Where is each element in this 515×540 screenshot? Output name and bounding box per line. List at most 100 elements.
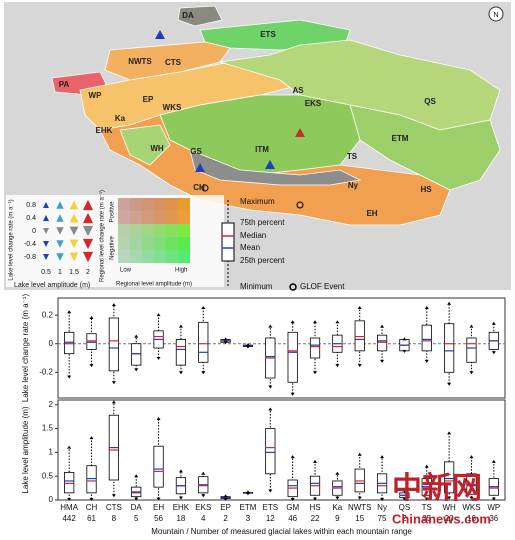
count-label: 36 bbox=[489, 514, 498, 523]
legend-swatch bbox=[154, 250, 166, 263]
min-marker bbox=[335, 496, 340, 500]
legend-swatch bbox=[154, 237, 166, 250]
y-tick-label: 1.5 bbox=[42, 424, 54, 433]
legend-swatch bbox=[130, 211, 142, 224]
legend-triangle bbox=[56, 240, 64, 248]
plot-frame-lower bbox=[57, 399, 506, 501]
min-marker bbox=[335, 364, 340, 368]
max-marker bbox=[89, 316, 94, 319]
max-marker bbox=[67, 445, 72, 449]
x-tick-label: ETM bbox=[240, 503, 257, 512]
region-label: Ka bbox=[115, 114, 126, 123]
max-marker bbox=[380, 455, 385, 459]
legend-swatch bbox=[178, 237, 190, 250]
max-marker bbox=[178, 469, 183, 473]
min-marker bbox=[268, 385, 273, 389]
legend-label: 75th percent bbox=[240, 218, 285, 227]
count-label: 15 bbox=[355, 514, 364, 523]
min-marker bbox=[201, 494, 206, 498]
min-marker bbox=[469, 496, 474, 500]
max-marker bbox=[424, 464, 429, 468]
min-marker bbox=[245, 492, 250, 496]
x-tick-label: Ka bbox=[332, 503, 342, 512]
x-tick-label: EH bbox=[153, 503, 164, 512]
region-label: ETS bbox=[260, 30, 276, 39]
region-label: NWTS bbox=[128, 57, 152, 66]
min-marker bbox=[223, 341, 228, 345]
region-label: GS bbox=[190, 147, 202, 156]
min-marker bbox=[380, 359, 385, 363]
box bbox=[265, 428, 276, 475]
legend-label: GLOF Event bbox=[300, 282, 345, 291]
region-label: EP bbox=[143, 95, 154, 104]
min-marker bbox=[447, 382, 452, 386]
legend-swatch bbox=[118, 237, 130, 250]
map-regions bbox=[51, 5, 501, 226]
max-marker bbox=[134, 334, 139, 338]
x-tick-label: NWTS bbox=[348, 503, 372, 512]
max-marker bbox=[290, 455, 295, 459]
count-label: 18 bbox=[176, 514, 185, 523]
x-tick-label: CH bbox=[86, 503, 98, 512]
box bbox=[309, 337, 321, 359]
legend-triangle bbox=[43, 254, 49, 260]
min-marker bbox=[201, 371, 206, 375]
region-da bbox=[177, 5, 223, 27]
box bbox=[198, 321, 209, 363]
count-label: 35 bbox=[422, 514, 431, 523]
region-label: DA bbox=[182, 11, 194, 20]
legend-triangle bbox=[69, 200, 79, 210]
min-marker bbox=[268, 489, 273, 493]
max-marker bbox=[335, 320, 340, 324]
min-marker bbox=[134, 368, 139, 372]
box bbox=[466, 337, 477, 363]
region-label: PA bbox=[59, 80, 70, 89]
min-marker bbox=[402, 349, 407, 353]
region-label: WH bbox=[150, 144, 164, 153]
legend-tick: 1 bbox=[58, 269, 62, 276]
region-label: HS bbox=[420, 185, 432, 194]
glof-marker bbox=[296, 201, 304, 209]
region-etm bbox=[349, 104, 501, 191]
max-marker bbox=[111, 400, 116, 404]
lake-marker bbox=[155, 30, 165, 39]
legend-tick: -0.8 bbox=[24, 254, 36, 261]
max-marker bbox=[469, 455, 474, 459]
x-tick-label: WH bbox=[442, 503, 456, 512]
watermark-en: Chinanews.com bbox=[392, 511, 491, 526]
x-tick-label: QS bbox=[399, 503, 411, 512]
min-marker bbox=[290, 392, 295, 396]
max-marker bbox=[313, 459, 318, 463]
x-tick-label: WP bbox=[487, 503, 500, 512]
box bbox=[466, 473, 477, 495]
region-label: TS bbox=[347, 152, 358, 161]
glof-marker bbox=[201, 184, 209, 192]
max-marker bbox=[201, 471, 206, 475]
region-label: WKS bbox=[163, 103, 182, 112]
legend-swatch bbox=[118, 211, 130, 224]
legend-glof bbox=[289, 283, 297, 291]
x-tick-label: EKS bbox=[195, 503, 211, 512]
min-marker bbox=[178, 496, 183, 500]
box bbox=[64, 471, 75, 494]
legend-box bbox=[221, 222, 235, 262]
count-label: 61 bbox=[87, 514, 96, 523]
legend-triangle bbox=[69, 226, 79, 236]
min-marker bbox=[223, 498, 228, 502]
max-marker bbox=[447, 431, 452, 435]
legend: 0.8 0.4 0 -0.4 -0.8 0.5 1 1.5 2 Lake level amplit… bbox=[9, 190, 346, 291]
max-marker bbox=[380, 324, 385, 328]
count-label: 75 bbox=[378, 514, 387, 523]
legend-swatch bbox=[154, 211, 166, 224]
legend-triangle bbox=[43, 215, 49, 221]
region-label: ETM bbox=[392, 134, 409, 143]
count-label: 442 bbox=[62, 514, 76, 523]
max-marker bbox=[469, 324, 474, 328]
count-label: 8 bbox=[112, 514, 117, 523]
legend-swatch bbox=[166, 211, 178, 224]
legend-swatch bbox=[118, 250, 130, 263]
region-label: CH bbox=[193, 183, 205, 192]
max-marker bbox=[156, 417, 161, 421]
box bbox=[376, 334, 388, 352]
legend-swatch bbox=[178, 211, 190, 224]
